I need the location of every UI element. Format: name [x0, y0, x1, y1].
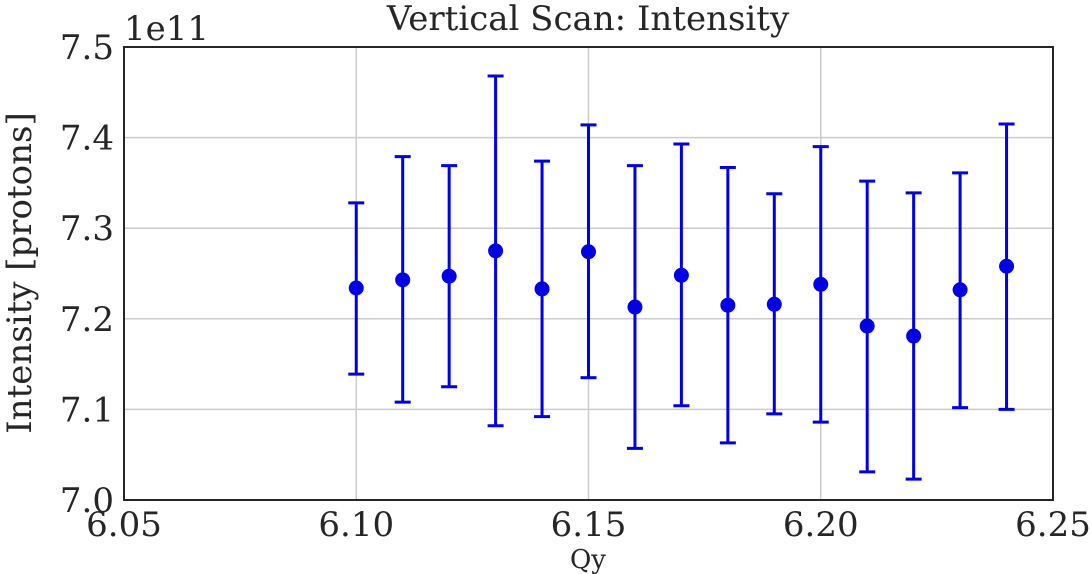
- y-tick-label: 7.5: [60, 28, 114, 68]
- data-point: [673, 267, 689, 283]
- y-tick-label: 7.3: [60, 209, 114, 249]
- axis-ticks: 6.05 6.10 6.15 6.20 6.25 7.0 7.1 7.2 7.3 7.4 7.5: [60, 28, 1091, 545]
- y-axis-label: Intensity [protons]: [0, 112, 40, 434]
- y-tick-label: 7.1: [60, 390, 114, 430]
- data-point: [906, 328, 922, 344]
- data-point: [581, 244, 596, 260]
- data-series: [348, 74, 1015, 481]
- data-point: [441, 268, 457, 284]
- data-point: [999, 258, 1015, 274]
- data-point: [348, 280, 364, 296]
- y-tick-label: 7.4: [60, 119, 114, 159]
- data-point: [952, 282, 968, 298]
- data-point: [859, 318, 875, 334]
- plot-frame: [123, 46, 1054, 501]
- data-point: [534, 281, 550, 297]
- x-tick-label: 6.10: [318, 505, 394, 545]
- data-point: [813, 276, 829, 292]
- data-point: [766, 296, 782, 312]
- x-tick-label: 6.05: [86, 505, 162, 545]
- y-offset-text: 1e11: [124, 9, 209, 49]
- data-point: [720, 297, 736, 313]
- x-axis-label: Qy: [570, 545, 606, 574]
- x-tick-label: 6.20: [783, 505, 859, 545]
- data-point: [395, 272, 411, 288]
- x-tick-label: 6.15: [551, 505, 627, 545]
- y-tick-label: 7.0: [60, 481, 114, 521]
- x-tick-label: 6.25: [1015, 505, 1091, 545]
- data-point: [627, 299, 643, 315]
- data-point: [488, 243, 504, 259]
- y-tick-label: 7.2: [60, 300, 114, 340]
- chart-title: Vertical Scan: Intensity: [386, 0, 790, 39]
